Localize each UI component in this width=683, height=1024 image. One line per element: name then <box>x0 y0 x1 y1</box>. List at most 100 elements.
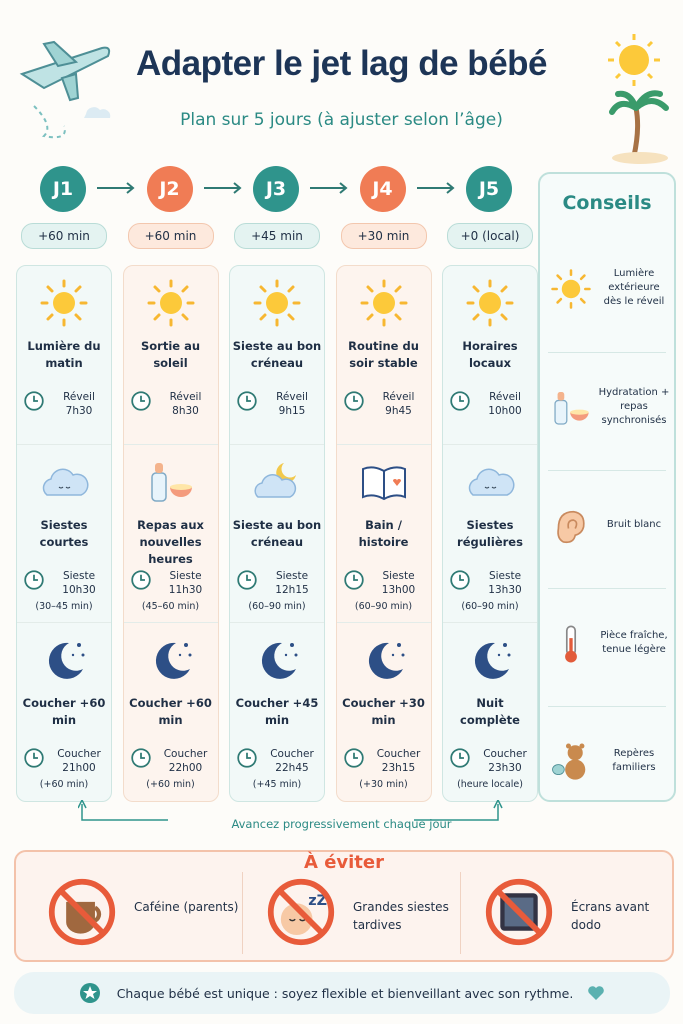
tip-icon <box>550 619 592 669</box>
time-value: 21h00 <box>62 762 96 774</box>
time-note: (60–90 min) <box>461 601 519 612</box>
day-card: Sieste au bon créneau Réveil 9h15 <box>230 266 324 444</box>
tip-text: Hydratation + repas synchronisés <box>598 387 670 426</box>
card-icon <box>146 278 196 328</box>
time-value: 7h30 <box>65 405 93 417</box>
clock-icon <box>449 747 471 769</box>
icon <box>468 468 515 496</box>
time-block: Coucher 23h15 <box>369 747 429 775</box>
time-value: 23h30 <box>488 762 522 774</box>
time-value: 10h00 <box>488 405 522 417</box>
shift-pill: +0 (local) <box>447 223 533 249</box>
time-value: 11h30 <box>168 584 203 596</box>
time-note: (+30 min) <box>359 779 408 790</box>
avoid-title: À éviter <box>304 852 384 873</box>
icon <box>450 391 470 411</box>
day-column: Sortie au soleil Réveil 8h30 Repas aux nouv… <box>122 265 219 802</box>
icon: zZ <box>267 878 335 946</box>
time-value: 10h30 <box>62 584 96 596</box>
day-card: Sieste au bon créneau Sieste 12h15 (60–90 m… <box>230 444 324 623</box>
time-block: Réveil 9h45 <box>369 390 429 418</box>
heart-icon <box>588 986 605 1000</box>
time-label: Réveil <box>489 391 521 403</box>
day-badge: J1 <box>40 166 86 212</box>
day-column: Horaires locaux Réveil 10h00 Siestes réguli… <box>442 265 538 802</box>
clock-icon <box>236 390 258 412</box>
tip-icon <box>550 737 592 787</box>
day-badge: J5 <box>466 166 512 212</box>
card-icon <box>252 457 302 507</box>
icon <box>450 748 470 768</box>
day-label: J5 <box>466 166 512 212</box>
avoid-text: Grandes siestes tardives <box>353 900 449 932</box>
time-label: Réveil <box>276 391 308 403</box>
day-label: J2 <box>146 166 193 212</box>
time-note: (30–45 min) <box>35 601 93 612</box>
clock-icon <box>23 569 45 591</box>
card-title: Nuit complète <box>460 696 520 727</box>
day-card: Horaires locaux Réveil 10h00 <box>443 266 537 444</box>
arrow <box>202 180 244 200</box>
avoid-item: zZ Grandes siestes tardives <box>242 872 461 954</box>
tips-title: Conseils <box>562 192 652 214</box>
subtitle: Plan sur 5 jours (à ajuster selon l’âge) <box>180 110 503 130</box>
time-label: Sieste <box>488 570 522 582</box>
day-card: Siestes courtes Sieste 10h30 (30–45 min) <box>17 444 111 623</box>
icon <box>565 625 577 663</box>
time-label: Coucher <box>270 748 314 760</box>
day-card: Nuit complète Coucher 23h30 (heure locale) <box>443 622 537 801</box>
time-block: Coucher 22h45 <box>262 747 322 775</box>
time-label: Coucher <box>163 748 208 760</box>
icon <box>474 642 511 679</box>
time-block: Réveil 10h00 <box>475 390 535 418</box>
avoid-text: Caféine (parents) <box>134 900 239 914</box>
clock-icon <box>130 390 152 412</box>
card-title: Coucher +60 min <box>22 696 106 727</box>
time-value: 8h30 <box>172 405 199 417</box>
icon <box>557 510 585 544</box>
clock-icon <box>23 390 45 412</box>
time-label: Réveil <box>382 391 415 403</box>
time-label: Sieste <box>382 570 415 582</box>
icon <box>130 748 151 768</box>
day-badge: J2 <box>146 166 193 212</box>
icon <box>130 391 151 411</box>
closing-text: Chaque bébé est unique : soyez flexible … <box>116 985 574 1001</box>
card-title: Horaires locaux <box>462 339 518 370</box>
time-label: Sieste <box>62 570 96 582</box>
time-block: Coucher 22h00 <box>156 747 216 775</box>
time-block: Réveil 9h15 <box>262 390 322 418</box>
clock-icon <box>449 569 471 591</box>
icon <box>361 466 406 501</box>
card-icon <box>359 457 409 507</box>
day-column: Lumière du matin Réveil 7h30 Siestes courte… <box>16 265 112 802</box>
icon <box>551 269 591 309</box>
day-card: Repas aux nouvelles heures Sieste 11h30 (45… <box>123 444 218 623</box>
sun-palm-illustration <box>608 34 669 164</box>
closing-bar: Chaque bébé est unique : soyez flexible … <box>14 972 670 1014</box>
time-label: Coucher <box>376 748 421 760</box>
card-icon <box>252 278 302 328</box>
card-icon <box>146 635 196 685</box>
icon <box>343 570 364 590</box>
clock-icon <box>236 569 258 591</box>
card-icon <box>39 278 89 328</box>
time-note: (45–60 min) <box>141 601 200 612</box>
time-block: Réveil 7h30 <box>49 390 109 418</box>
progress-note: Avancez progressivement chaque jour <box>231 817 452 831</box>
time-block: Réveil 8h30 <box>156 390 216 418</box>
icon <box>368 642 404 679</box>
clock-icon <box>343 747 365 769</box>
time-value: 13h30 <box>488 584 522 596</box>
arrow <box>415 180 457 200</box>
time-value: 12h15 <box>275 584 309 596</box>
time-note: (+60 min) <box>146 779 195 790</box>
day-label: J1 <box>40 166 86 212</box>
avoid-item: Caféine (parents) <box>24 872 242 954</box>
card-icon <box>39 635 89 685</box>
time-label: Sieste <box>169 570 202 582</box>
tip-text: Pièce fraîche, tenue légère <box>600 630 668 655</box>
day-card: Coucher +30 min Coucher 23h15 (+30 min) <box>336 622 431 801</box>
